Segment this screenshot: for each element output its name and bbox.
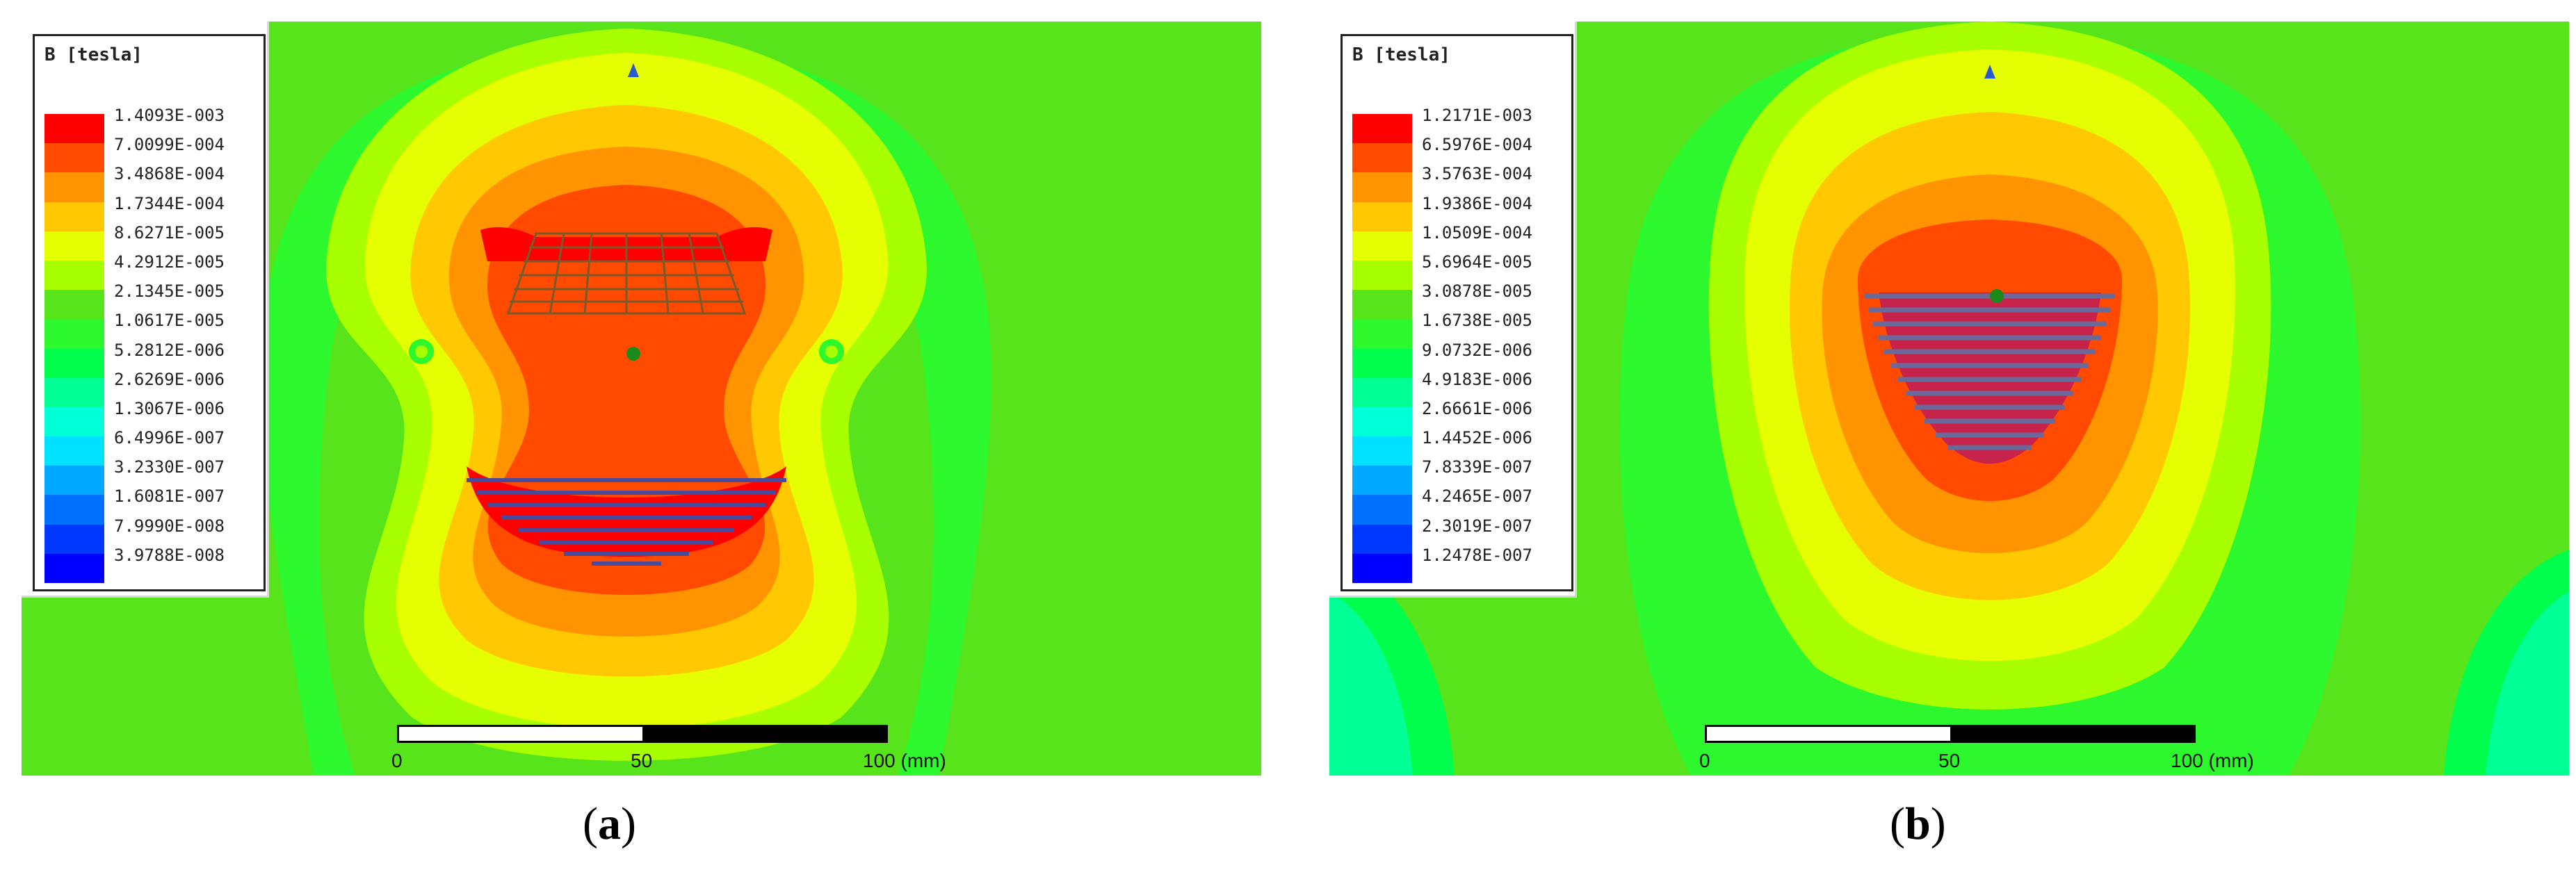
- caption-b: (b): [1890, 798, 1946, 849]
- legend-color-swatch: [44, 290, 104, 320]
- legend-color-swatch: [1352, 260, 1412, 290]
- scale-bar-white-segment: [1707, 727, 1950, 741]
- legend-value: 1.0617E-005: [114, 311, 225, 331]
- legend-color-swatch: [1352, 143, 1412, 173]
- legend-value: 1.3067E-006: [114, 398, 225, 418]
- legend-color-swatch: [1352, 202, 1412, 231]
- legend-color-swatch: [1352, 407, 1412, 437]
- legend-value: 8.6271E-005: [114, 222, 225, 243]
- field-plot-panel-b: B [tesla] 1.2171E-003 6.5976E-004 3.5763E-…: [1329, 22, 2569, 776]
- legend-value: 3.5763E-004: [1422, 164, 1532, 184]
- legend-value: 1.4452E-006: [1422, 428, 1532, 448]
- legend-value: 1.6738E-005: [1422, 311, 1532, 331]
- legend-value: 6.4996E-007: [114, 428, 225, 448]
- legend-value: 7.0099E-004: [114, 135, 225, 155]
- legend-value: 3.0878E-005: [1422, 281, 1532, 302]
- legend-value: 2.1345E-005: [114, 281, 225, 302]
- legend-value: 3.9788E-008: [114, 545, 225, 565]
- field-plot-panel-a: B [tesla] 1.4093E-003 7.0099E-004 3.4868E-…: [22, 22, 1261, 776]
- legend-color-swatch: [44, 114, 104, 144]
- scale-bar-b: [1705, 725, 2196, 743]
- legend-box-b: B [tesla] 1.2171E-003 6.5976E-004 3.5763E-…: [1340, 34, 1573, 591]
- caption-letter-a: a: [597, 798, 621, 849]
- legend-value: 2.3019E-007: [1422, 516, 1532, 536]
- legend-color-swatch: [44, 202, 104, 231]
- legend-value: 1.4093E-003: [114, 106, 225, 125]
- legend-color-swatch: [1352, 290, 1412, 320]
- legend-color-swatch: [44, 348, 104, 378]
- legend-value: 2.6269E-006: [114, 369, 225, 389]
- caption-letter-b: b: [1904, 798, 1931, 849]
- legend-panel-b: B [tesla] 1.2171E-003 6.5976E-004 3.5763E-…: [1329, 22, 1577, 598]
- scale-label-100: 100 (mm): [2171, 750, 2254, 771]
- scale-bar-white-segment: [399, 727, 642, 741]
- legend-value: 2.6661E-006: [1422, 398, 1532, 418]
- legend-color-swatch: [1352, 172, 1412, 202]
- legend-value: 4.2465E-007: [1422, 486, 1532, 507]
- legend-color-swatch: [44, 524, 104, 554]
- legend-color-swatch: [44, 231, 104, 261]
- scale-bar-black-segment: [1950, 727, 2194, 741]
- field-contour-map-a: [22, 22, 1261, 776]
- scale-label-50: 50: [1938, 750, 1961, 771]
- legend-color-swatch: [44, 407, 104, 437]
- legend-box-a: B [tesla] 1.4093E-003 7.0099E-004 3.4868E-…: [33, 34, 266, 591]
- scale-label-50: 50: [631, 750, 653, 771]
- legend-value: 3.4868E-004: [114, 164, 225, 184]
- legend-value: 1.2171E-003: [1422, 106, 1532, 125]
- field-contour-map-b: [1329, 22, 2569, 776]
- legend-value: 3.2330E-007: [114, 457, 225, 477]
- legend-value: 5.6964E-005: [1422, 252, 1532, 272]
- legend-color-swatch: [1352, 319, 1412, 349]
- legend-color-swatch: [44, 143, 104, 173]
- legend-color-swatch: [1352, 377, 1412, 407]
- legend-value: 7.9990E-008: [114, 516, 225, 536]
- legend-color-swatch: [44, 377, 104, 407]
- legend-color-swatch: [44, 553, 104, 583]
- scale-label-0: 0: [1699, 750, 1710, 771]
- legend-color-swatch: [44, 172, 104, 202]
- legend-color-swatch: [44, 319, 104, 349]
- legend-value: 4.2912E-005: [114, 252, 225, 272]
- legend-value: 6.5976E-004: [1422, 135, 1532, 155]
- legend-color-swatch: [1352, 553, 1412, 583]
- legend-value: 1.9386E-004: [1422, 193, 1532, 213]
- legend-title: B [tesla]: [1352, 44, 1450, 65]
- scale-bar-black-segment: [642, 727, 886, 741]
- legend-color-swatch: [44, 436, 104, 466]
- legend-color-swatch: [1352, 114, 1412, 144]
- legend-value: 9.0732E-006: [1422, 340, 1532, 360]
- legend-color-swatch: [1352, 436, 1412, 466]
- legend-value: 7.8339E-007: [1422, 457, 1532, 477]
- legend-value: 1.2478E-007: [1422, 545, 1532, 565]
- legend-value: 1.6081E-007: [114, 486, 225, 507]
- legend-value: 4.9183E-006: [1422, 369, 1532, 389]
- legend-value: 1.7344E-004: [114, 193, 225, 213]
- legend-color-swatch: [1352, 524, 1412, 554]
- scale-label-100: 100 (mm): [863, 750, 946, 771]
- legend-color-swatch: [1352, 348, 1412, 378]
- legend-color-swatch: [44, 466, 104, 495]
- legend-color-swatch: [1352, 495, 1412, 525]
- legend-color-swatch: [1352, 231, 1412, 261]
- legend-title: B [tesla]: [44, 44, 143, 65]
- legend-color-swatch: [44, 495, 104, 525]
- legend-color-swatch: [1352, 466, 1412, 495]
- caption-a: (a): [583, 798, 636, 849]
- legend-panel-a: B [tesla] 1.4093E-003 7.0099E-004 3.4868E-…: [22, 22, 269, 598]
- scale-label-0: 0: [391, 750, 403, 771]
- scale-bar-a: [397, 725, 888, 743]
- legend-value: 1.0509E-004: [1422, 222, 1532, 243]
- legend-value: 5.2812E-006: [114, 340, 225, 360]
- legend-color-swatch: [44, 260, 104, 290]
